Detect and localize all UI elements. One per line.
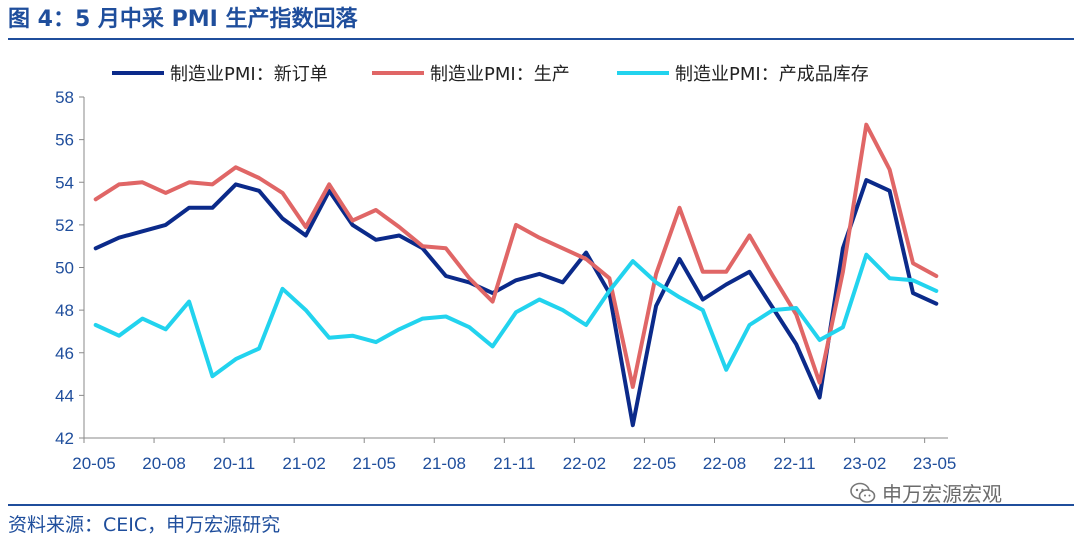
x-tick-label: 20-05 bbox=[72, 454, 115, 473]
x-tick-label: 21-08 bbox=[423, 454, 466, 473]
y-tick-label: 44 bbox=[55, 386, 74, 405]
x-tick-label: 22-02 bbox=[563, 454, 606, 473]
x-tick-label: 22-05 bbox=[633, 454, 676, 473]
y-tick-label: 46 bbox=[55, 344, 74, 363]
chart-legend: 制造业PMI：新订单 制造业PMI：生产 制造业PMI：产成品库存 bbox=[112, 64, 869, 85]
y-tick-label: 56 bbox=[55, 131, 74, 150]
x-tick-label: 20-08 bbox=[142, 454, 185, 473]
legend-label: 制造业PMI：新订单 bbox=[170, 64, 328, 85]
x-tick-label: 23-05 bbox=[913, 454, 956, 473]
x-tick-label: 21-02 bbox=[282, 454, 325, 473]
footer-rule bbox=[8, 504, 1074, 506]
wechat-icon bbox=[850, 482, 876, 503]
series-lines bbox=[93, 122, 939, 428]
series-line-2 bbox=[93, 122, 939, 389]
x-tick-label: 20-11 bbox=[213, 454, 255, 473]
watermark: 申万宏源宏观 bbox=[850, 478, 1002, 507]
y-tick-label: 54 bbox=[55, 173, 74, 192]
pmi-line-chart: 制造业PMI：新订单 制造业PMI：生产 制造业PMI：产成品库存 42 44 46 48… bbox=[55, 64, 956, 473]
y-tick-label: 48 bbox=[55, 301, 74, 320]
figure-title: 图 4：5 月中采 PMI 生产指数回落 bbox=[8, 7, 358, 32]
x-tick-label: 23-02 bbox=[843, 454, 886, 473]
series-line-1 bbox=[93, 178, 939, 428]
x-tick-label: 21-11 bbox=[493, 454, 535, 473]
legend-label: 制造业PMI：生产 bbox=[430, 64, 570, 85]
y-tick-label: 42 bbox=[55, 429, 74, 448]
y-tick-label: 58 bbox=[55, 88, 74, 107]
series-line-3 bbox=[93, 252, 939, 379]
y-tick-label: 50 bbox=[55, 259, 74, 278]
x-tick-label: 22-11 bbox=[773, 454, 815, 473]
title-rule bbox=[8, 38, 1074, 40]
legend-label: 制造业PMI：产成品库存 bbox=[675, 64, 869, 85]
x-axis: 20-05 20-08 20-11 21-02 21-05 21-08 21-11 22-02… bbox=[72, 437, 956, 473]
y-tick-label: 52 bbox=[55, 216, 74, 235]
y-axis: 42 44 46 48 50 52 54 56 58 bbox=[55, 88, 85, 448]
x-tick-label: 22-08 bbox=[703, 454, 746, 473]
watermark-text: 申万宏源宏观 bbox=[882, 482, 1002, 506]
x-tick-label: 21-05 bbox=[352, 454, 395, 473]
source-note: 资料来源：CEIC，申万宏源研究 bbox=[8, 514, 281, 536]
